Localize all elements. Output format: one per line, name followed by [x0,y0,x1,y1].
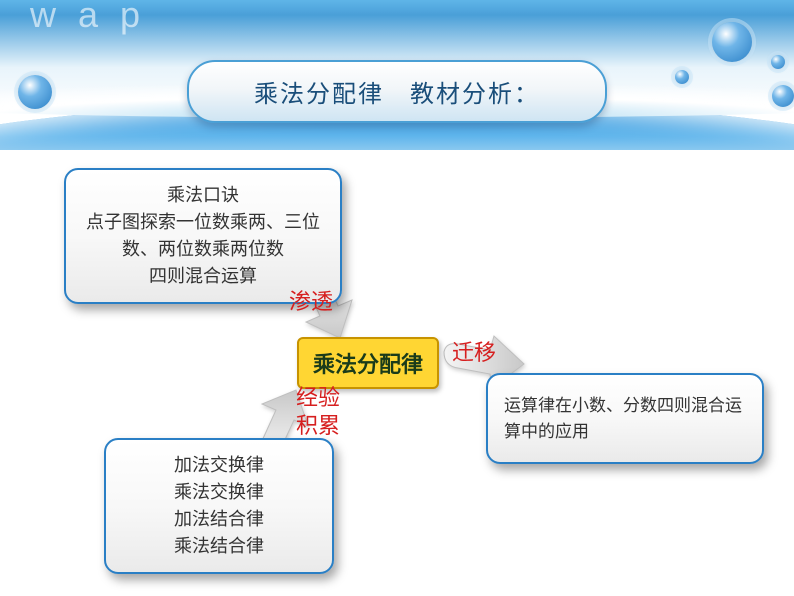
bubble-decoration [772,85,794,107]
box-prior-knowledge: 乘法口诀 点子图探索一位数乘两、三位数、两位数乘两位数 四则混合运算 [64,168,342,304]
bubble-decoration [675,70,689,84]
box-line: 运算律在小数、分数四则混合运算中的应用 [504,393,746,444]
center-node: 乘法分配律 [297,337,439,389]
box-line: 乘法结合律 [120,533,318,560]
bubble-decoration [18,75,52,109]
arrow-label-permeate: 渗透 [289,288,333,316]
box-line: 点子图探索一位数乘两、三位数、两位数乘两位数 [80,209,326,263]
box-laws: 加法交换律 乘法交换律 加法结合律 乘法结合律 [104,438,334,574]
arrow-label-experience: 经验积累 [296,384,340,439]
watermark-text: w a p [30,0,146,36]
bubble-decoration [771,55,785,69]
arrow-label-transfer: 迁移 [452,339,496,367]
page-title: 乘法分配律 教材分析： [187,60,607,123]
box-line: 乘法交换律 [120,479,318,506]
box-line: 加法结合律 [120,506,318,533]
box-line: 加法交换律 [120,452,318,479]
box-line: 乘法口诀 [80,182,326,209]
box-application: 运算律在小数、分数四则混合运算中的应用 [486,373,764,464]
box-line: 四则混合运算 [80,263,326,290]
bubble-decoration [712,22,752,62]
